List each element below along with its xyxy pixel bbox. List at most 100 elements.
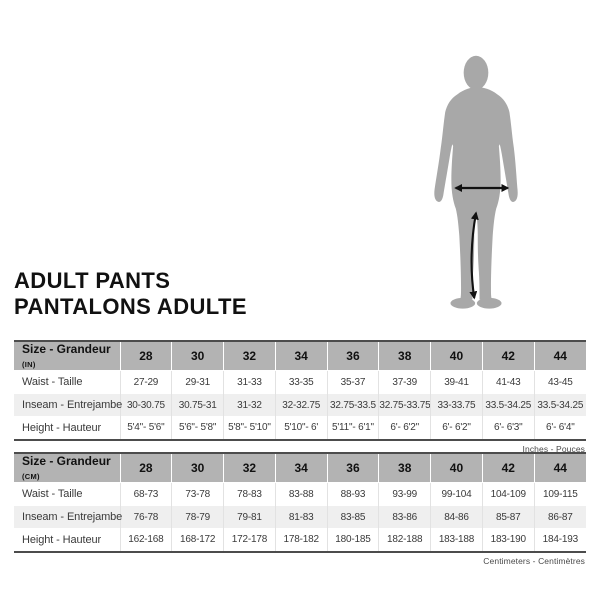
table-row: Waist - Taille 27-29 29-31 31-33 33-35 35-37 3… — [14, 370, 586, 394]
size-cell: 83-86 — [378, 505, 432, 529]
size-cell: 30-30.75 — [120, 393, 173, 417]
size-cell: 33.5-34.25 — [482, 393, 535, 417]
size-cell: 31-33 — [223, 370, 276, 394]
size-cell: 41-43 — [482, 370, 535, 394]
size-cell: 88-93 — [327, 482, 380, 506]
size-col-header: 32 — [223, 453, 276, 483]
size-col-header: 32 — [223, 341, 276, 371]
size-col-header: 34 — [275, 453, 328, 483]
page-title-fr: PANTALONS ADULTE — [14, 294, 247, 320]
size-header-label: Size - Grandeur (IN) — [14, 341, 121, 371]
size-cell: 84-86 — [430, 505, 483, 529]
row-label: Inseam - Entrejambe — [14, 393, 122, 417]
size-cell: 5'6"- 5'8" — [171, 416, 225, 440]
size-col-header: 30 — [171, 453, 225, 483]
size-table-cm-grid: Size - Grandeur (CM) 28 30 32 34 36 38 40 42 44 W… — [14, 452, 586, 553]
size-col-header: 40 — [430, 453, 483, 483]
size-cell: 85-87 — [482, 505, 535, 529]
size-cell: 5'4"- 5'6" — [120, 416, 173, 440]
table-row: Inseam - Entrejambe 30-30.75 30.75-31 31-32… — [14, 393, 586, 417]
size-cell: 168-172 — [171, 528, 225, 552]
size-cell: 5'8"- 5'10" — [223, 416, 276, 440]
size-cell: 83-88 — [275, 482, 328, 506]
inseam-length-arrow — [469, 211, 479, 300]
size-cell: 99-104 — [430, 482, 483, 506]
size-cell: 172-178 — [223, 528, 276, 552]
size-cell: 35-37 — [327, 370, 380, 394]
size-cell: 78-83 — [223, 482, 276, 506]
size-cell: 183-188 — [430, 528, 483, 552]
size-cell: 182-188 — [378, 528, 432, 552]
size-header-label: Size - Grandeur (CM) — [14, 453, 121, 483]
size-cell: 178-182 — [275, 528, 328, 552]
size-col-header: 36 — [327, 453, 380, 483]
size-col-header: 30 — [171, 341, 225, 371]
size-col-header: 44 — [534, 341, 586, 371]
table-row: Height - Hauteur 5'4"- 5'6" 5'6"- 5'8" 5'8"… — [14, 416, 586, 440]
size-cell: 68-73 — [120, 482, 173, 506]
size-cell: 32-32.75 — [275, 393, 328, 417]
size-cell: 33-35 — [275, 370, 328, 394]
size-col-header: 40 — [430, 341, 483, 371]
size-cell: 33.5-34.25 — [537, 399, 584, 411]
unit-note-inches: Inches - Pouces — [522, 443, 585, 454]
table-row: Inseam - Entrejambe 76-78 78-79 79-81 81-83 8… — [14, 505, 586, 529]
size-col-header: 28 — [120, 341, 173, 371]
size-cell: 81-83 — [275, 505, 328, 529]
silhouette-body — [434, 55, 518, 309]
size-cell: 31-32 — [223, 393, 276, 417]
size-header-unit: (CM) — [22, 472, 40, 481]
size-cell: 93-99 — [378, 482, 432, 506]
size-cell: 76-78 — [120, 505, 173, 529]
size-header-label-text: Size - Grandeur — [22, 342, 111, 356]
size-header-unit: (IN) — [22, 360, 36, 369]
size-col-header: 34 — [275, 341, 328, 371]
size-col-header: 38 — [378, 453, 432, 483]
size-cell: 32.75-33.75 — [378, 393, 432, 417]
size-col-header: 38 — [378, 341, 432, 371]
size-cell: 109-115 — [543, 488, 578, 500]
row-label: Height - Hauteur — [14, 416, 121, 440]
size-cell: 32.75-33.5 — [327, 393, 380, 417]
size-cell: 180-185 — [327, 528, 380, 552]
row-label: Waist - Taille — [14, 482, 121, 506]
size-cell: 183-190 — [482, 528, 535, 552]
size-cell: 6'- 6'2" — [430, 416, 483, 440]
size-cell: 73-78 — [171, 482, 225, 506]
size-cell: 30.75-31 — [171, 393, 225, 417]
row-label: Height - Hauteur — [14, 528, 121, 552]
size-col-header: 42 — [482, 341, 535, 371]
row-label: Waist - Taille — [14, 370, 121, 394]
size-cell: 27-29 — [120, 370, 173, 394]
size-cell: 33-33.75 — [430, 393, 483, 417]
size-cell: 78-79 — [171, 505, 225, 529]
table-row: Waist - Taille 68-73 73-78 78-83 83-88 88-93 9… — [14, 482, 586, 506]
size-cell: 6'- 6'2" — [378, 416, 432, 440]
size-cell: 104-109 — [482, 482, 535, 506]
size-col-header: 36 — [327, 341, 380, 371]
male-silhouette — [432, 54, 520, 322]
page-title-en: ADULT PANTS — [14, 268, 171, 293]
size-cell: 6'- 6'4" — [546, 422, 575, 434]
male-silhouette-svg — [434, 55, 518, 309]
size-cell: 86-87 — [548, 511, 573, 523]
size-header-label-text: Size - Grandeur — [22, 454, 111, 468]
size-cell: 6'- 6'3" — [482, 416, 535, 440]
size-cell: 184-193 — [542, 534, 579, 546]
size-table-cm: Size - Grandeur (CM) 28 30 32 34 36 38 40 42 44 W… — [14, 452, 586, 566]
size-cell: 43-45 — [548, 376, 573, 388]
size-cell: 79-81 — [223, 505, 276, 529]
page-title: ADULT PANTS PANTALONS ADULTE — [14, 268, 247, 321]
size-col-header: 44 — [534, 453, 586, 483]
size-cell: 83-85 — [327, 505, 380, 529]
size-cell: 162-168 — [120, 528, 173, 552]
size-cell: 5'10"- 6' — [275, 416, 328, 440]
size-cell: 5'11"- 6'1" — [327, 416, 380, 440]
size-col-header: 28 — [120, 453, 173, 483]
size-cell: 29-31 — [171, 370, 225, 394]
size-col-header: 42 — [482, 453, 535, 483]
size-table-inches: Size - Grandeur (IN) 28 30 32 34 36 38 40 42 44 W… — [14, 340, 586, 454]
table-row: Height - Hauteur 162-168 168-172 172-178 178… — [14, 528, 586, 552]
size-cell: 37-39 — [378, 370, 432, 394]
